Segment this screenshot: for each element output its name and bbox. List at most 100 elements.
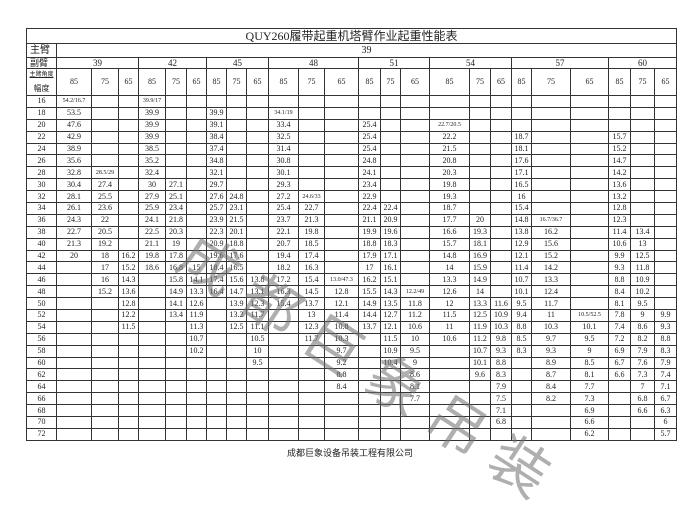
capacity-cell: 12.8 [324,285,359,299]
capacity-cell [570,142,609,156]
capacity-cell: 21.5 [429,142,470,156]
capacity-cell: 21.3 [56,237,92,251]
capacity-cell: 14 [469,285,491,299]
capacity-cell [246,368,269,382]
capacity-cell [400,225,430,239]
capacity-cell [324,118,359,132]
capacity-cell: 7.9 [630,344,655,358]
capacity-cell: 22.1 [268,225,299,239]
capacity-cell: 38.9 [56,142,92,156]
capacity-cell: 39.9 [138,118,166,132]
capacity-cell [630,118,655,132]
capacity-cell [206,404,227,418]
boom-angle-header: 85 [429,68,470,96]
capacity-cell: 11.3 [186,320,207,334]
capacity-cell: 7.9 [490,380,512,394]
table-row: 64 8.4 8.1 7.9 8.4 7.7 7 7.1 [26,380,678,394]
capacity-cell [298,380,325,394]
capacity-cell [490,130,512,144]
capacity-cell: 11.1 [246,320,269,334]
capacity-cell: 25.4 [358,130,381,144]
capacity-cell [246,118,269,132]
capacity-cell [118,190,139,204]
capacity-cell: 37.4 [206,142,227,156]
boom-angle-header: 65 [653,68,678,96]
boom-angle-header: 85 [358,68,381,96]
capacity-cell: 8.3 [511,344,532,358]
capacity-cell [91,154,119,168]
capacity-cell: 18.7 [429,202,470,215]
capacity-cell [186,178,207,192]
capacity-cell: 9.3 [490,344,512,358]
capacity-cell: 13.3 [186,285,207,299]
capacity-cell [490,285,512,299]
capacity-cell: 39.1 [206,118,227,132]
capacity-cell: 32.4 [138,166,166,180]
capacity-cell: 13.3 [531,273,571,287]
capacity-cell [608,95,631,108]
capacity-cell: 16.2 [358,273,381,287]
capacity-cell [118,344,139,358]
table-row: 22 42.9 39.9 38.4 32.5 25.4 22.2 18.7 15.7 [26,130,678,144]
capacity-cell [429,427,470,441]
capacity-cell [358,106,381,120]
capacity-cell: 12.3 [298,320,325,334]
capacity-cell [186,130,207,144]
capacity-cell [531,130,571,144]
capacity-cell: 6.9 [608,344,631,358]
table-row: 18 53.5 39.9 39.9 34.1/19 [26,106,678,120]
capacity-cell: 15.4 [511,202,532,215]
capacity-cell [298,95,325,108]
capacity-cell [268,380,299,394]
table-row: 66 7.7 7.5 8.2 7.3 6.8 6.7 [26,392,678,406]
capacity-cell: 19.9 [358,225,381,239]
capacity-cell: 11.4 [511,261,532,275]
capacity-cell [56,404,92,418]
capacity-cell [298,392,325,406]
capacity-cell: 25.1 [165,190,187,204]
capacity-cell [400,404,430,418]
capacity-cell: 8.8 [511,320,532,334]
capacity-cell: 11.7 [298,332,325,346]
capacity-cell: 39.9 [138,130,166,144]
capacity-cell: 13.0/47.3 [324,273,359,287]
capacity-cell [246,95,269,108]
capacity-cell [570,225,609,239]
capacity-cell: 9.5 [630,297,655,311]
jib-length-header: 42 [138,57,207,69]
capacity-cell: 7.8 [608,309,631,322]
capacity-cell: 9.5 [570,332,609,346]
capacity-cell [91,297,119,311]
table-row: 56 10.7 10.5 11.7 10.3 11.5 10 10.6 11.2 9.8 8.5 9.… [26,332,678,346]
capacity-cell: 24.6/33 [298,190,325,204]
capacity-cell [324,416,359,429]
capacity-cell [118,416,139,429]
capacity-cell [490,261,512,275]
capacity-cell: 18 [91,249,119,263]
capacity-cell: 17.8 [165,249,187,263]
capacity-cell: 12.5 [226,320,247,334]
capacity-cell [186,202,207,215]
capacity-cell [469,142,491,156]
capacity-cell: 15.2 [118,261,139,275]
capacity-cell: 23.1 [226,202,247,215]
capacity-cell: 6.9 [570,404,609,418]
capacity-cell [380,154,401,168]
capacity-cell: 9.2 [324,356,359,370]
capacity-cell: 14 [429,261,470,275]
capacity-cell: 13.2 [226,309,247,322]
capacity-cell: 16.1 [380,261,401,275]
capacity-cell: 13.4 [630,225,655,239]
capacity-cell: 11.8 [630,261,655,275]
jib-label: 副臂 [26,57,57,69]
capacity-cell [490,178,512,192]
capacity-cell [429,380,470,394]
capacity-cell [165,95,187,108]
capacity-cell [226,332,247,346]
radius-cell: 70 [26,416,57,429]
capacity-cell [324,202,359,215]
capacity-cell: 14.8 [511,213,532,227]
capacity-cell: 11.2 [469,332,491,346]
capacity-cell: 7.6 [630,356,655,370]
capacity-cell: 12.5 [469,309,491,322]
